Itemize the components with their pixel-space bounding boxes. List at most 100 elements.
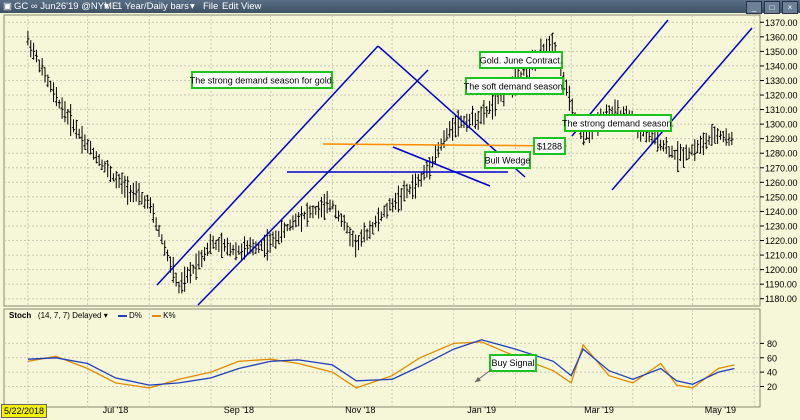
price-bar (710, 123, 714, 146)
price-bar (205, 242, 209, 256)
y-tick-label: 1220.00 (765, 236, 798, 246)
minimize-button[interactable]: _ (746, 1, 762, 14)
annotation-strong-season-2-text: The strong demand season. (562, 119, 674, 129)
price-chart: 1180.00 1190.00 1200.00 1210.00 1220.00 1230.… (3, 14, 798, 415)
price-bar (490, 94, 494, 120)
price-bar (379, 211, 383, 222)
price-bar (488, 100, 492, 114)
price-bar (334, 204, 338, 219)
price-bar (681, 147, 685, 168)
stoch-params-dropdown-icon[interactable]: ▾ (103, 311, 108, 320)
price-bar (83, 134, 87, 151)
price-bar (254, 241, 258, 254)
price-bar (29, 40, 33, 58)
stoch-k-line (27, 341, 735, 389)
price-bar (718, 130, 722, 140)
symbol-dropdown-icon[interactable]: ▾ (104, 1, 109, 12)
price-bar (180, 272, 184, 294)
price-bar (94, 151, 98, 164)
maximize-button[interactable]: □ (764, 1, 780, 14)
menu-edit[interactable]: Edit (222, 1, 239, 12)
annotation-strong-season-2: The strong demand season. (562, 114, 674, 132)
price-bar (280, 219, 284, 243)
price-bar (331, 200, 335, 210)
y-tick-label: 1190.00 (765, 280, 797, 290)
price-bar (687, 147, 691, 160)
price-bar (60, 97, 64, 119)
price-bar (453, 115, 457, 138)
price-bar (77, 128, 81, 139)
price-bar (402, 180, 406, 202)
price-bar (163, 240, 167, 256)
price-bar (328, 199, 332, 212)
x-tick-label: Jul '18 (103, 405, 129, 415)
symbol-icon: ▣ (3, 1, 12, 12)
price-bar (151, 203, 155, 223)
price-bar (52, 82, 56, 103)
annotation-strong-season: The strong demand season for gold. (190, 71, 334, 89)
stoch-panel (3, 308, 761, 408)
annotation-strong-season-box (191, 71, 333, 89)
menu-file[interactable]: File (203, 1, 219, 12)
price-bar (100, 159, 104, 171)
price-bar (368, 220, 372, 240)
price-bar (86, 138, 90, 154)
stoch-d-line (27, 339, 735, 386)
x-tick-label: Mar '19 (584, 405, 614, 415)
annotation-bull-wedge-box (484, 151, 531, 169)
price-bar (262, 234, 266, 258)
price-bar (476, 111, 480, 130)
price-bar (721, 130, 725, 143)
price-bar (433, 144, 437, 164)
price-bar (26, 30, 30, 46)
price-bar (451, 117, 455, 141)
price-bar (448, 121, 452, 138)
close-button[interactable]: × (782, 1, 798, 14)
price-bar (431, 156, 435, 168)
price-bars (26, 30, 734, 294)
annotation-soft-season-text: The soft demand season. (464, 82, 566, 92)
price-bar (40, 58, 44, 76)
price-bar (120, 172, 124, 195)
price-bar (97, 153, 101, 167)
price-bar (713, 126, 717, 144)
x-tick-label: Sep '18 (224, 405, 254, 415)
y-tick-label: 1260.00 (765, 178, 798, 188)
price-bar (74, 119, 78, 139)
price-bar (471, 105, 474, 126)
y-axis: 1180.00 1190.00 1200.00 1210.00 1220.00 1230.… (760, 18, 798, 392)
price-bar (567, 85, 571, 111)
buy-signal-text: Buy Signal (491, 358, 534, 368)
price-bar (661, 140, 665, 152)
price-bar (382, 205, 386, 218)
y-tick-label: 1250.00 (765, 192, 798, 202)
period-dropdown-icon[interactable]: ▾ (190, 1, 195, 12)
price-bar (166, 249, 170, 262)
price-bar (66, 108, 70, 125)
stoch-y-tick-label: 60 (767, 353, 777, 363)
price-bar (473, 112, 477, 129)
price-bar (225, 237, 229, 256)
price-bar (727, 133, 731, 146)
buy-signal-box (489, 354, 537, 372)
price-bar (80, 125, 84, 154)
price-bar (690, 144, 694, 156)
price-bar (676, 141, 680, 173)
annotation-bull-wedge-text: Bull Wedge (485, 156, 531, 166)
price-bar (317, 201, 321, 219)
annotation-buy-signal: Buy Signal (474, 354, 537, 383)
price-bar (297, 212, 301, 227)
y-tick-label: 1340.00 (765, 61, 798, 71)
price-bar (425, 161, 429, 178)
price-bar (114, 171, 118, 189)
price-bar (724, 128, 728, 146)
price-bar (414, 173, 417, 199)
d-legend-label: D% (128, 311, 142, 320)
price-bar (730, 131, 734, 146)
menu-view[interactable]: View (241, 1, 262, 12)
wedge-lower-line (392, 146, 491, 187)
price-bar (345, 222, 349, 234)
price-bar (388, 198, 392, 211)
price-bar (231, 244, 235, 255)
price-bar (277, 230, 281, 245)
